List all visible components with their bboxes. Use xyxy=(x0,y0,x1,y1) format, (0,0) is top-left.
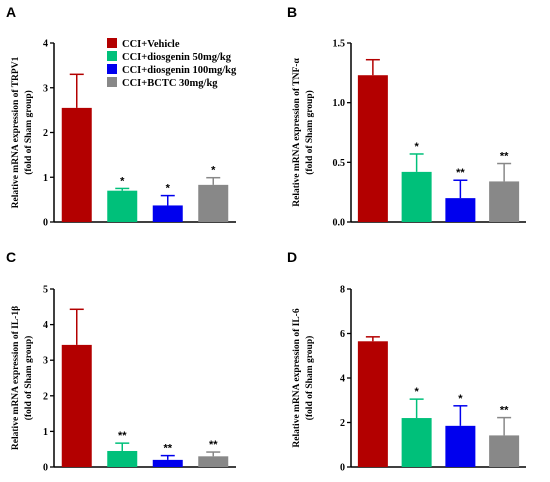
bar xyxy=(107,190,138,222)
legend-swatch xyxy=(107,77,117,87)
panel-c: C Relative mRNA expression of IL-1β (fold … xyxy=(6,249,236,474)
bar xyxy=(198,184,229,222)
y-axis-label: Relative mRNA expression of TRPV1 xyxy=(11,56,21,208)
y-tick-label: 4 xyxy=(43,39,48,50)
bar xyxy=(152,205,183,222)
y-axis-label: Relative mRNA expression of TNF-α xyxy=(292,58,302,207)
significance-mark: * xyxy=(120,175,125,187)
y-axis-label: Relative mRNA expression of IL-1β xyxy=(11,306,21,450)
bar xyxy=(61,344,92,467)
y-axis-label: Relative mRNA expression of IL-6 xyxy=(292,308,302,447)
y-tick-label: 1.5 xyxy=(333,39,346,50)
significance-mark: * xyxy=(414,386,419,398)
panel-letter: C xyxy=(6,249,16,265)
legend-label: CCI+diosgenin 100mg/kg xyxy=(122,65,237,76)
bar xyxy=(357,341,388,467)
significance-mark: * xyxy=(458,393,463,405)
significance-mark: ** xyxy=(500,151,509,163)
significance-mark: * xyxy=(166,183,171,195)
bar xyxy=(198,456,229,467)
legend: CCI+Vehicle CCI+diosgenin 50mg/kg CCI+dios… xyxy=(107,38,237,89)
legend-label: CCI+BCTC 30mg/kg xyxy=(122,78,218,89)
significance-mark: * xyxy=(414,141,419,153)
bar xyxy=(401,171,432,222)
panel-letter: B xyxy=(287,4,297,20)
significance-mark: ** xyxy=(163,443,172,455)
y-axis-label-sub: (fold of Sham group) xyxy=(304,90,315,175)
significance-mark: ** xyxy=(500,405,509,417)
y-tick-label: 3 xyxy=(43,83,48,94)
panel-a: A Relative mRNA expression of TRPV1 (fold … xyxy=(6,4,236,229)
legend-swatch xyxy=(107,51,117,61)
y-tick-label: 2 xyxy=(340,418,345,429)
y-tick-label: 2 xyxy=(43,128,48,139)
y-axis-label-sub: (fold of Sham group) xyxy=(23,90,34,175)
significance-mark: ** xyxy=(456,167,465,179)
bar xyxy=(107,450,138,467)
y-tick-label: 1.0 xyxy=(333,98,346,109)
bar xyxy=(445,425,476,467)
y-tick-label: 5 xyxy=(43,285,48,296)
significance-mark: ** xyxy=(118,430,127,442)
panel-b: B Relative mRNA expression of TNF-α (fold … xyxy=(287,4,526,229)
bar xyxy=(489,435,520,467)
y-tick-label: 0 xyxy=(340,463,345,474)
y-tick-label: 4 xyxy=(43,320,48,331)
bar xyxy=(152,459,183,467)
significance-mark: * xyxy=(211,165,216,177)
y-tick-label: 2 xyxy=(43,391,48,402)
y-tick-label: 1 xyxy=(43,173,48,184)
panel-letter: D xyxy=(287,249,297,265)
significance-mark: ** xyxy=(209,439,218,451)
y-tick-label: 0 xyxy=(43,463,48,474)
bar xyxy=(445,198,476,222)
bar xyxy=(357,75,388,222)
panel-letter: A xyxy=(6,4,16,20)
legend-swatch xyxy=(107,38,117,48)
y-axis-label-sub: (fold of Sham group) xyxy=(23,336,34,421)
y-tick-label: 8 xyxy=(340,285,345,296)
y-tick-label: 3 xyxy=(43,356,48,367)
y-tick-label: 0.5 xyxy=(333,158,346,169)
bar xyxy=(61,107,92,222)
bar xyxy=(401,418,432,467)
y-tick-label: 4 xyxy=(340,374,345,385)
y-tick-label: 0.0 xyxy=(333,218,346,229)
y-axis-label-sub: (fold of Sham group) xyxy=(304,336,315,421)
legend-label: CCI+Vehicle xyxy=(122,39,180,50)
y-tick-label: 0 xyxy=(43,218,48,229)
bar xyxy=(489,181,520,222)
legend-label: CCI+diosgenin 50mg/kg xyxy=(122,52,232,63)
y-tick-label: 1 xyxy=(43,427,48,438)
panel-d: D Relative mRNA expression of IL-6 (fold o… xyxy=(287,249,526,474)
legend-swatch xyxy=(107,64,117,74)
y-tick-label: 6 xyxy=(340,329,345,340)
